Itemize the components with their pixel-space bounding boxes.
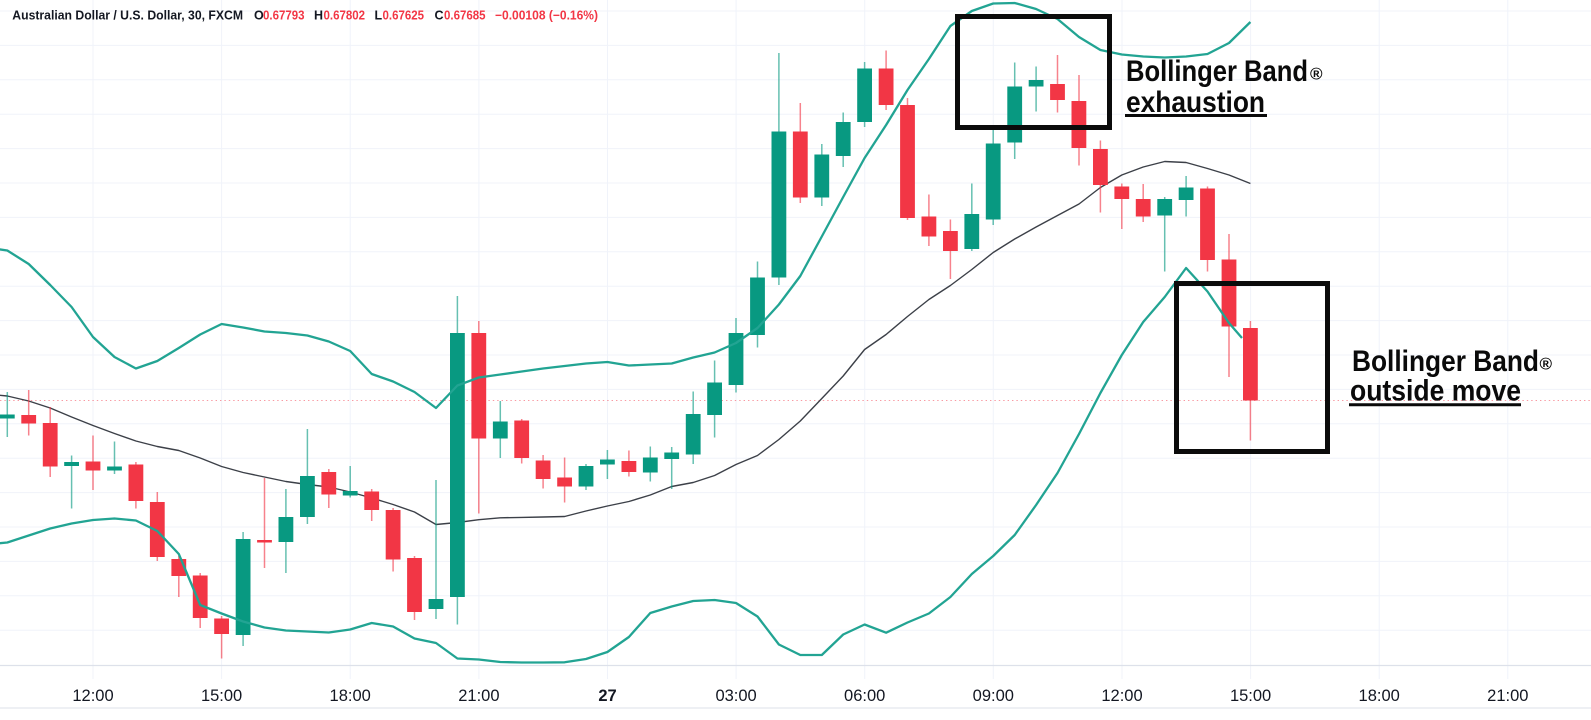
svg-text:Australian Dollar / U.S. Dolla: Australian Dollar / U.S. Dollar, 30, FXC…: [12, 9, 243, 23]
svg-text:H: H: [314, 9, 323, 23]
svg-text:27: 27: [598, 687, 616, 705]
svg-text:Bollinger Band: Bollinger Band: [1126, 55, 1308, 88]
svg-text:15:00: 15:00: [201, 687, 242, 705]
svg-text:outside move: outside move: [1350, 375, 1521, 408]
svg-text:03:00: 03:00: [715, 687, 756, 705]
svg-text:L: L: [375, 9, 383, 23]
svg-text:®: ®: [1540, 355, 1553, 374]
svg-text:0.67793: 0.67793: [263, 9, 305, 23]
svg-text:15:00: 15:00: [1230, 687, 1271, 705]
svg-text:12:00: 12:00: [1101, 687, 1142, 705]
svg-text:18:00: 18:00: [330, 687, 371, 705]
svg-text:12:00: 12:00: [72, 687, 113, 705]
svg-text:®: ®: [1310, 65, 1323, 84]
svg-text:Bollinger Band: Bollinger Band: [1352, 345, 1539, 378]
svg-text:exhaustion: exhaustion: [1126, 86, 1265, 119]
svg-text:18:00: 18:00: [1359, 687, 1400, 705]
svg-text:09:00: 09:00: [973, 687, 1014, 705]
svg-text:06:00: 06:00: [844, 687, 885, 705]
svg-text:O: O: [254, 9, 264, 23]
svg-text:21:00: 21:00: [1487, 687, 1528, 705]
svg-text:0.67625: 0.67625: [383, 9, 425, 23]
svg-text:C: C: [435, 9, 444, 23]
svg-text:0.67685: 0.67685: [444, 9, 486, 23]
svg-text:21:00: 21:00: [458, 687, 499, 705]
svg-text:−0.00108 (−0.16%): −0.00108 (−0.16%): [495, 9, 598, 23]
svg-text:0.67802: 0.67802: [324, 9, 366, 23]
